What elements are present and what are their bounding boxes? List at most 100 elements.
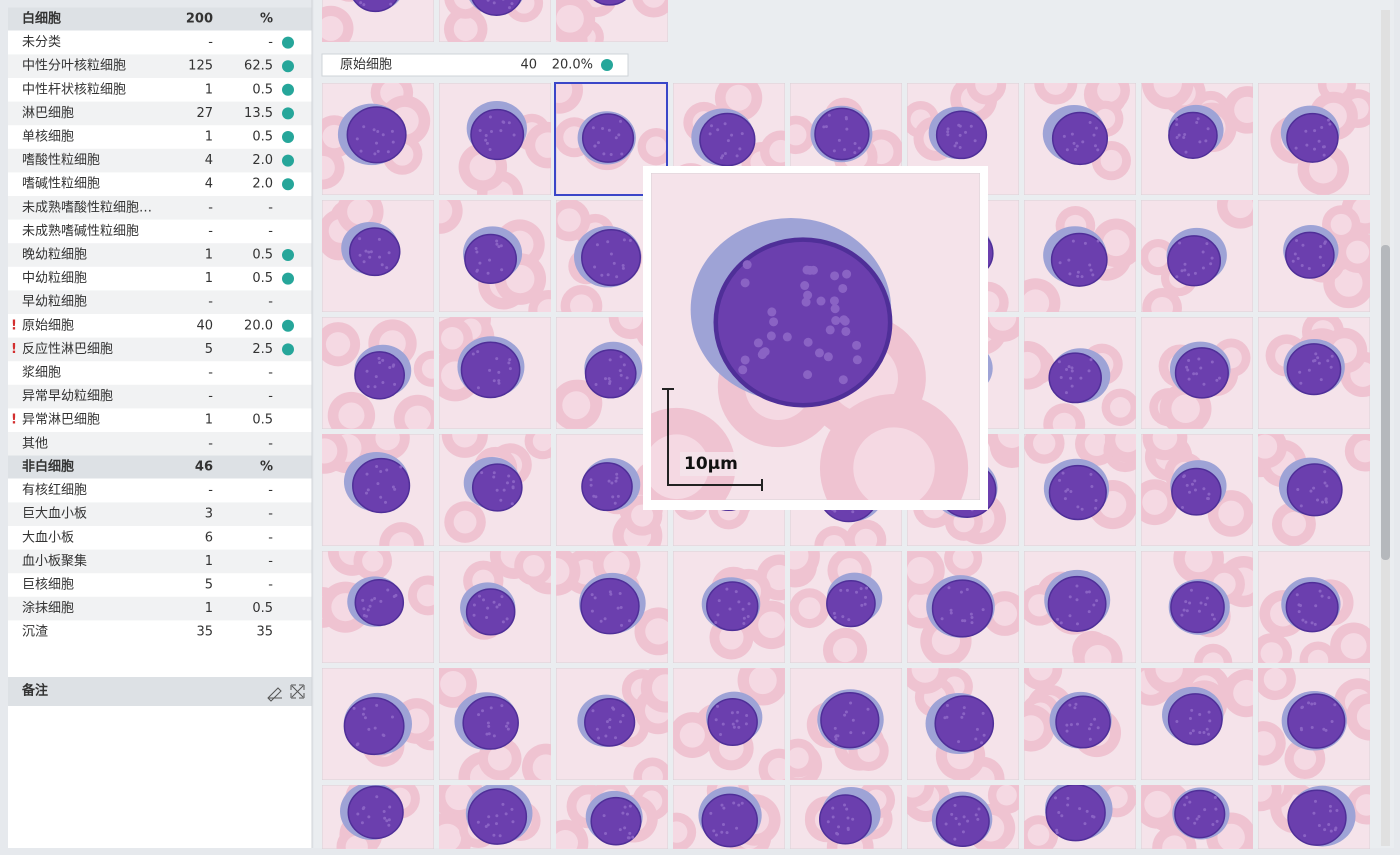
row-count: 35 (196, 625, 213, 640)
scroll-thumb[interactable] (1381, 245, 1390, 560)
cell-tile[interactable] (1141, 533, 1269, 682)
chromatin (833, 726, 837, 730)
cell-tile[interactable] (439, 83, 571, 217)
cell-tile[interactable] (439, 412, 561, 546)
row-dot (282, 319, 294, 332)
cell-tile[interactable] (1251, 551, 1377, 679)
rbc-center (823, 534, 845, 546)
chromatin (843, 148, 847, 152)
cell-tile[interactable] (302, 528, 448, 663)
cell-tile[interactable] (1019, 770, 1137, 851)
chromatin (387, 823, 391, 827)
cell-tile[interactable] (316, 317, 450, 443)
cell-tile[interactable] (891, 764, 1025, 851)
chromatin (1183, 803, 1187, 807)
chromatin (628, 239, 632, 243)
cell-tile[interactable] (618, 173, 980, 542)
scale-label-bg (680, 452, 742, 476)
chromatin (1188, 601, 1192, 605)
cell-tile[interactable] (1008, 647, 1136, 780)
cell-tile[interactable] (322, 776, 434, 851)
cell-tile[interactable] (1238, 425, 1386, 546)
chromatin (488, 258, 492, 262)
cell-tile[interactable] (1140, 182, 1264, 328)
cell-tile[interactable] (429, 298, 551, 429)
cell-tile[interactable] (416, 188, 568, 331)
cell-tile[interactable] (322, 668, 451, 780)
cell-tile[interactable] (1010, 200, 1140, 328)
cell-tile[interactable] (1024, 417, 1151, 546)
cell-tile[interactable] (790, 781, 902, 851)
cell-tile[interactable] (1258, 311, 1386, 429)
cell-tile[interactable] (1019, 551, 1136, 683)
edit-icon[interactable] (267, 687, 282, 702)
cell-tile[interactable] (308, 0, 434, 51)
chromatin (1327, 596, 1331, 600)
chromatin (501, 620, 505, 624)
cell-tile[interactable] (1141, 58, 1271, 195)
cell-tile[interactable] (439, 531, 575, 663)
cell-tile[interactable] (1258, 66, 1377, 195)
row-dot (282, 131, 294, 143)
cell-tile[interactable] (544, 0, 675, 63)
chromatin (603, 617, 607, 621)
cell-tile[interactable] (1239, 763, 1386, 849)
cell-tile[interactable] (1141, 317, 1253, 435)
chromatin (592, 494, 596, 498)
cell-tile[interactable] (1024, 61, 1136, 195)
cell-tile[interactable] (902, 65, 1019, 208)
chromatin (1185, 609, 1189, 613)
cell-tile[interactable] (301, 71, 434, 195)
cell-tile[interactable] (901, 645, 1019, 801)
cell-tile[interactable] (1003, 317, 1139, 445)
section-header (8, 455, 312, 479)
chromatin (622, 238, 626, 242)
cell-tile[interactable] (1258, 186, 1389, 312)
cell-tile[interactable] (429, 660, 569, 803)
chromatin (362, 260, 366, 264)
cell-tile[interactable] (896, 539, 1027, 666)
row-dot (282, 178, 294, 191)
cell-tile[interactable] (556, 663, 690, 796)
rbc-center (1258, 434, 1278, 459)
chromatin (1066, 803, 1070, 807)
cell-tile[interactable] (556, 434, 673, 561)
row-count: 3 (205, 507, 213, 522)
cell-tile[interactable] (657, 770, 785, 851)
chromatin (593, 144, 597, 148)
chromatin (742, 616, 746, 620)
cell-tile[interactable] (777, 83, 904, 195)
chromatin (370, 598, 374, 602)
nucleus (818, 794, 872, 845)
cell-tile[interactable] (673, 551, 802, 663)
cell-tile[interactable] (302, 416, 434, 567)
chromatin (958, 146, 962, 150)
cell-tile[interactable] (1127, 644, 1271, 780)
cell-tile[interactable] (775, 668, 902, 789)
chromatin (1197, 814, 1201, 818)
rbc-center (854, 528, 878, 546)
cell-tile[interactable] (421, 0, 551, 51)
cell-tile[interactable] (769, 530, 902, 672)
cell-tile[interactable] (1241, 659, 1393, 780)
cell-tile[interactable] (1133, 780, 1256, 851)
rbc-center (790, 124, 807, 146)
rbc-center (1100, 149, 1123, 172)
nucleus (581, 229, 642, 287)
chromatin (831, 806, 835, 810)
chromatin (608, 379, 612, 383)
cell-tile[interactable] (532, 541, 683, 663)
chromatin (608, 718, 612, 722)
row-pct: - (268, 483, 273, 498)
chromatin (376, 482, 380, 486)
expand-icon[interactable] (290, 684, 305, 699)
cell-tile[interactable] (422, 771, 551, 851)
cell-tile[interactable] (1132, 415, 1255, 546)
chromatin (851, 510, 855, 514)
chromatin (960, 715, 964, 719)
chromatin (1057, 360, 1061, 364)
cell-tile[interactable] (669, 655, 799, 790)
cell-tile[interactable] (319, 188, 434, 312)
chromatin (361, 712, 365, 716)
cell-tile[interactable] (542, 780, 671, 851)
